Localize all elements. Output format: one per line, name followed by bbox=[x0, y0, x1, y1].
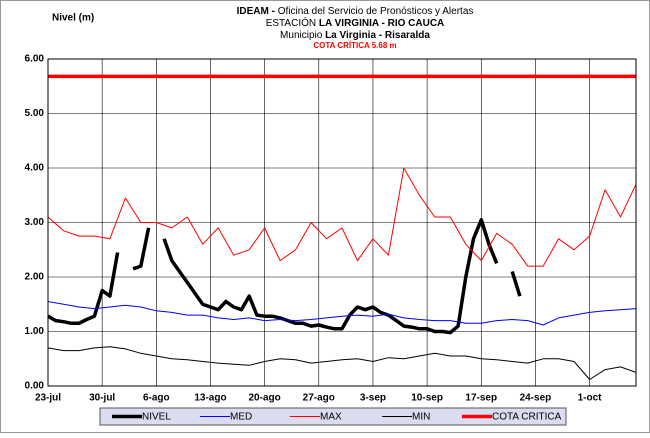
x-tick-label: 27-ago bbox=[303, 393, 335, 404]
x-tick-label: 24-sep bbox=[520, 393, 552, 404]
series bbox=[47, 74, 637, 380]
x-tick-label: 1-oct bbox=[578, 393, 603, 404]
y-tick-label: 2.00 bbox=[25, 272, 45, 283]
legend-label: NIVEL bbox=[142, 412, 171, 423]
x-tick-label: 30-jul bbox=[89, 393, 115, 404]
plot-border bbox=[47, 58, 637, 387]
x-tick-label: 6-ago bbox=[143, 393, 170, 404]
title-text: Municipio bbox=[280, 30, 323, 41]
y-tick-label: 1.00 bbox=[25, 326, 45, 337]
series-line bbox=[47, 167, 637, 267]
y-tick-label: 3.00 bbox=[25, 217, 45, 228]
title-bold: La Virginia - Risaralda bbox=[325, 30, 430, 41]
series-line bbox=[47, 218, 522, 335]
y-tick-label: 0.00 bbox=[25, 381, 45, 392]
title-bold: LA VIRGINIA - RIO CAUCA bbox=[319, 18, 444, 29]
legend-label: MAX bbox=[320, 412, 342, 423]
series-line bbox=[47, 346, 637, 380]
title-line: ESTACIÓN LA VIRGINIA - RIO CAUCA bbox=[266, 16, 445, 29]
legend-label: MED bbox=[230, 412, 252, 423]
x-tick-label: 3-sep bbox=[360, 393, 386, 404]
y-tick-label: 4.00 bbox=[25, 163, 45, 174]
title-text: Oficina del Servicio de Pronósticos y Al… bbox=[278, 6, 474, 17]
x-tick-label: 13-ago bbox=[194, 393, 226, 404]
title-line: IDEAM - Oficina del Servicio de Pronósti… bbox=[237, 6, 474, 17]
y-axis-label: Nivel (m) bbox=[52, 13, 94, 24]
y-tick-label: 5.00 bbox=[25, 108, 45, 119]
x-tick-label: 17-sep bbox=[465, 393, 497, 404]
series-line bbox=[47, 301, 637, 326]
x-tick-label: 10-sep bbox=[411, 393, 443, 404]
title-bold: IDEAM - bbox=[237, 6, 275, 17]
title-text: ESTACIÓN bbox=[266, 16, 316, 29]
annotation: COTA CRÍTICA 5.68 m bbox=[313, 41, 396, 50]
legend: NIVEL MED MAX MIN COTA CRITICA bbox=[99, 407, 567, 426]
title-line: Municipio La Virginia - Risaralda bbox=[280, 30, 430, 41]
legend-label: MIN bbox=[412, 412, 430, 423]
x-tick-label: 23-jul bbox=[35, 393, 61, 404]
legend-label: COTA CRITICA bbox=[492, 412, 562, 423]
x-tick-label: 20-ago bbox=[249, 393, 281, 404]
legend-box bbox=[99, 407, 567, 426]
y-tick-label: 6.00 bbox=[25, 54, 45, 65]
